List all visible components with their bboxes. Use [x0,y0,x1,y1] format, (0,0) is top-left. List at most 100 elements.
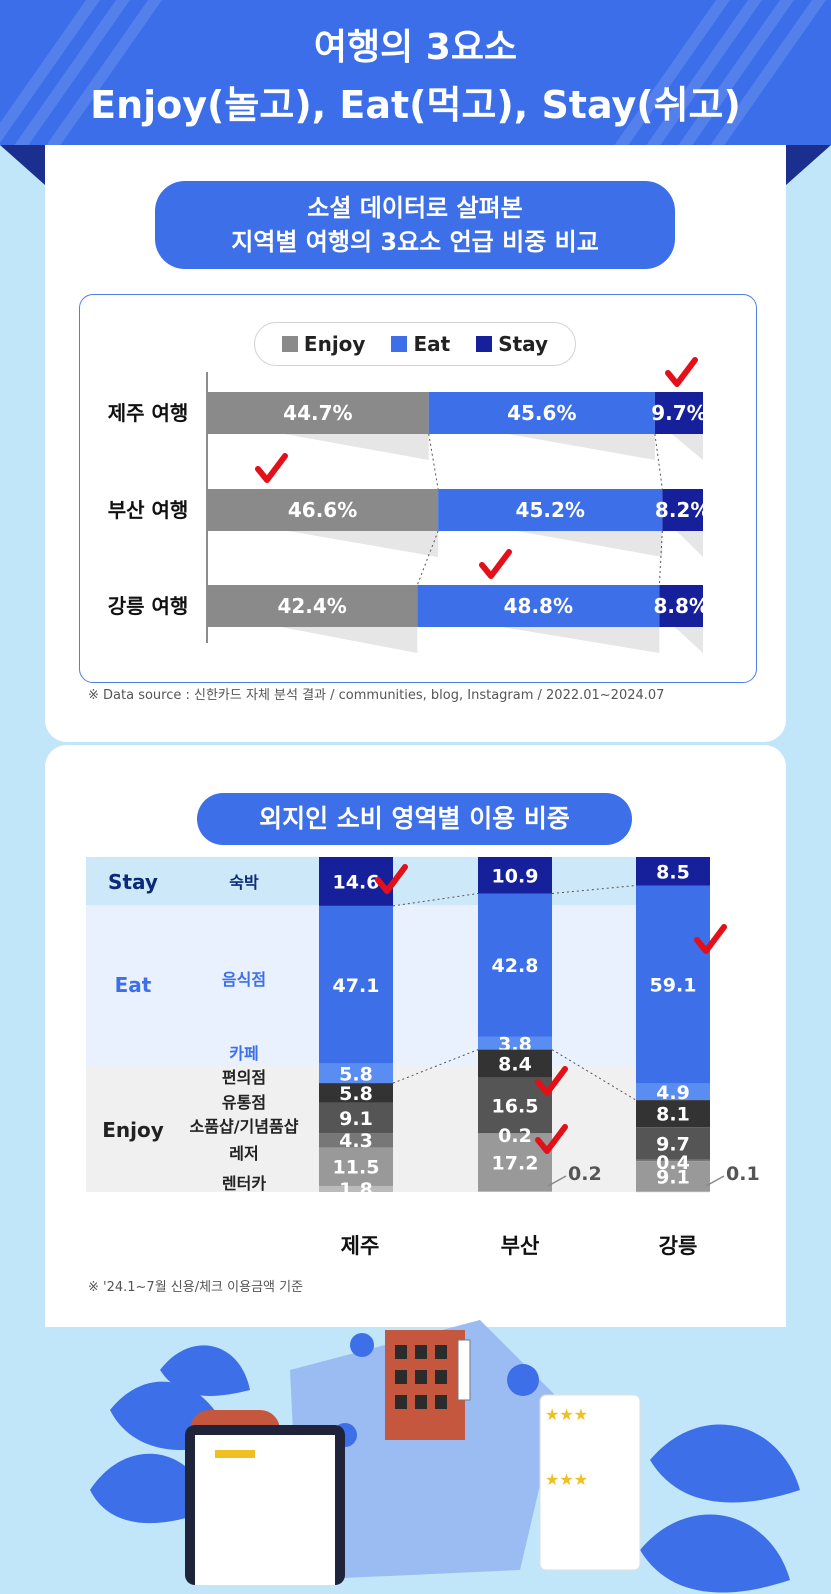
section1-title-line1: 소셜 데이터로 살펴본 [307,194,523,222]
legend-item-enjoy: Enjoy [281,332,366,356]
bar-shadow [438,531,663,557]
svg-text:★★★: ★★★ [545,1470,588,1489]
segment-value-label: 42.8 [492,955,539,977]
band-eat [86,905,710,1065]
segment-value-label: 0.2 [568,1163,602,1185]
bar-eat [428,392,655,434]
bar-stay [659,585,703,627]
header-title: 여행의 3요소 [313,27,518,68]
legend-swatch-stay [476,336,493,352]
connector-line [551,1049,637,1101]
item-label: 레저 [229,1144,258,1163]
banner-fold-right [786,145,831,185]
segment-value-label: 5.8 [339,1063,373,1085]
bar-value-label: 48.8% [504,594,573,618]
bar-value-label: 45.6% [507,401,576,425]
bar-shadow [659,627,703,653]
segment-value-label: 9.1 [339,1108,373,1130]
bar-value-label: 44.7% [283,401,352,425]
header-banner: 여행의 3요소 Enjoy(놀고), Eat(먹고), Stay(쉬고) [0,0,831,145]
bar-enjoy [207,392,429,434]
header-subtitle: Enjoy(놀고), Eat(먹고), Stay(쉬고) [90,83,741,127]
stack-segment [636,1161,710,1192]
callout-arrow-icon [705,1175,725,1187]
segment-value-label: 16.5 [492,1095,539,1117]
category-label: 강릉 여행 [108,594,189,618]
data-source-note: ※ Data source : 신한카드 자체 분석 결과 / communit… [88,688,665,703]
svg-text:★★★: ★★★ [545,1405,588,1424]
stack-segment [636,885,710,1084]
segment-value-label: 0.2 [498,1125,532,1147]
bar-eat [417,585,660,627]
spending-footnote: ※ '24.1~7월 신용/체크 이용금액 기준 [88,1280,304,1295]
segment-value-label: 8.1 [656,1104,690,1126]
segment-value-label: 17.2 [492,1153,539,1175]
bar-shadow [417,627,660,653]
legend-label-enjoy: Enjoy [303,332,366,356]
segment-value-label: 0.4 [656,1152,690,1174]
connector-line [392,1049,479,1084]
segment-value-label: 11.5 [333,1157,380,1179]
segment-value-label: 14.6 [333,871,380,893]
item-label: 카페 [229,1044,258,1063]
legend-label-eat: Eat [413,332,451,356]
city-label-jeju: 제주 [340,1234,380,1258]
section1-title-line2: 지역별 여행의 3요소 언급 비중 비교 [231,228,599,256]
segment-value-label: 5.8 [339,1083,373,1105]
hotel-building-icon [385,1330,471,1440]
segment-value-label: 8.4 [498,1054,532,1076]
connector-line [428,433,439,490]
segment-value-label: 8.5 [656,861,690,883]
bar-stay [662,489,703,531]
check-mark-icon [479,549,512,579]
stack-segment [636,1083,710,1101]
mention-share-chart: 제주 여행 44.7% 45.6% 9.7% 부산 여행 46.6% 45.2% 8.2% 강릉… [108,357,710,653]
legend-label-stay: Stay [498,332,549,356]
item-label: 음식점 [222,970,266,989]
group-label-stay: Stay [108,870,158,894]
check-mark-icon [255,453,288,483]
stack-segment [478,893,552,1037]
bar-eat [438,489,663,531]
stack-segment [319,1185,393,1192]
check-mark-icon [375,864,408,894]
check-mark-icon [535,1066,568,1096]
category-label: 부산 여행 [108,498,189,522]
stack-segment [636,857,710,886]
stack-segment [478,1133,552,1134]
stack-segment [478,1049,552,1078]
stack-segment [319,1102,393,1134]
section1-title: 소셜 데이터로 살펴본 지역별 여행의 3요소 언급 비중 비교 [155,181,675,269]
connector-line [551,885,637,895]
legend-item-stay: Stay [476,332,548,356]
stack-segment [319,1133,393,1148]
bar-shadow [207,627,418,653]
connector-line [654,433,663,490]
stack-segment [478,1036,552,1050]
tablet-highlight [215,1450,255,1458]
stack-segment [636,1191,710,1193]
check-mark-icon [694,924,727,954]
bar-shadow [207,531,439,557]
connector-line [658,530,663,586]
banner-fold-left [0,145,45,185]
item-label: 소품샵/기념품샵 [190,1117,299,1136]
city-label-busan: 부산 [500,1234,540,1258]
stack-segment [636,1100,710,1128]
bar-value-label: 9.7% [651,401,706,425]
bar-shadow [207,434,429,460]
bar-shadow [654,434,703,460]
item-label: 렌터카 [222,1174,266,1193]
bar-value-label: 42.4% [277,594,346,618]
legend-swatch-eat [391,336,408,352]
bar-enjoy [207,489,439,531]
legend-swatch-enjoy [281,336,298,352]
segment-value-label: 4.9 [656,1082,690,1104]
bar-shadow [662,531,703,557]
bar-value-label: 8.8% [653,594,708,618]
stack-segment [319,1063,393,1084]
check-mark-icon [665,357,698,387]
stack-segment [319,905,393,1064]
segment-value-label: 1.8 [339,1179,373,1201]
